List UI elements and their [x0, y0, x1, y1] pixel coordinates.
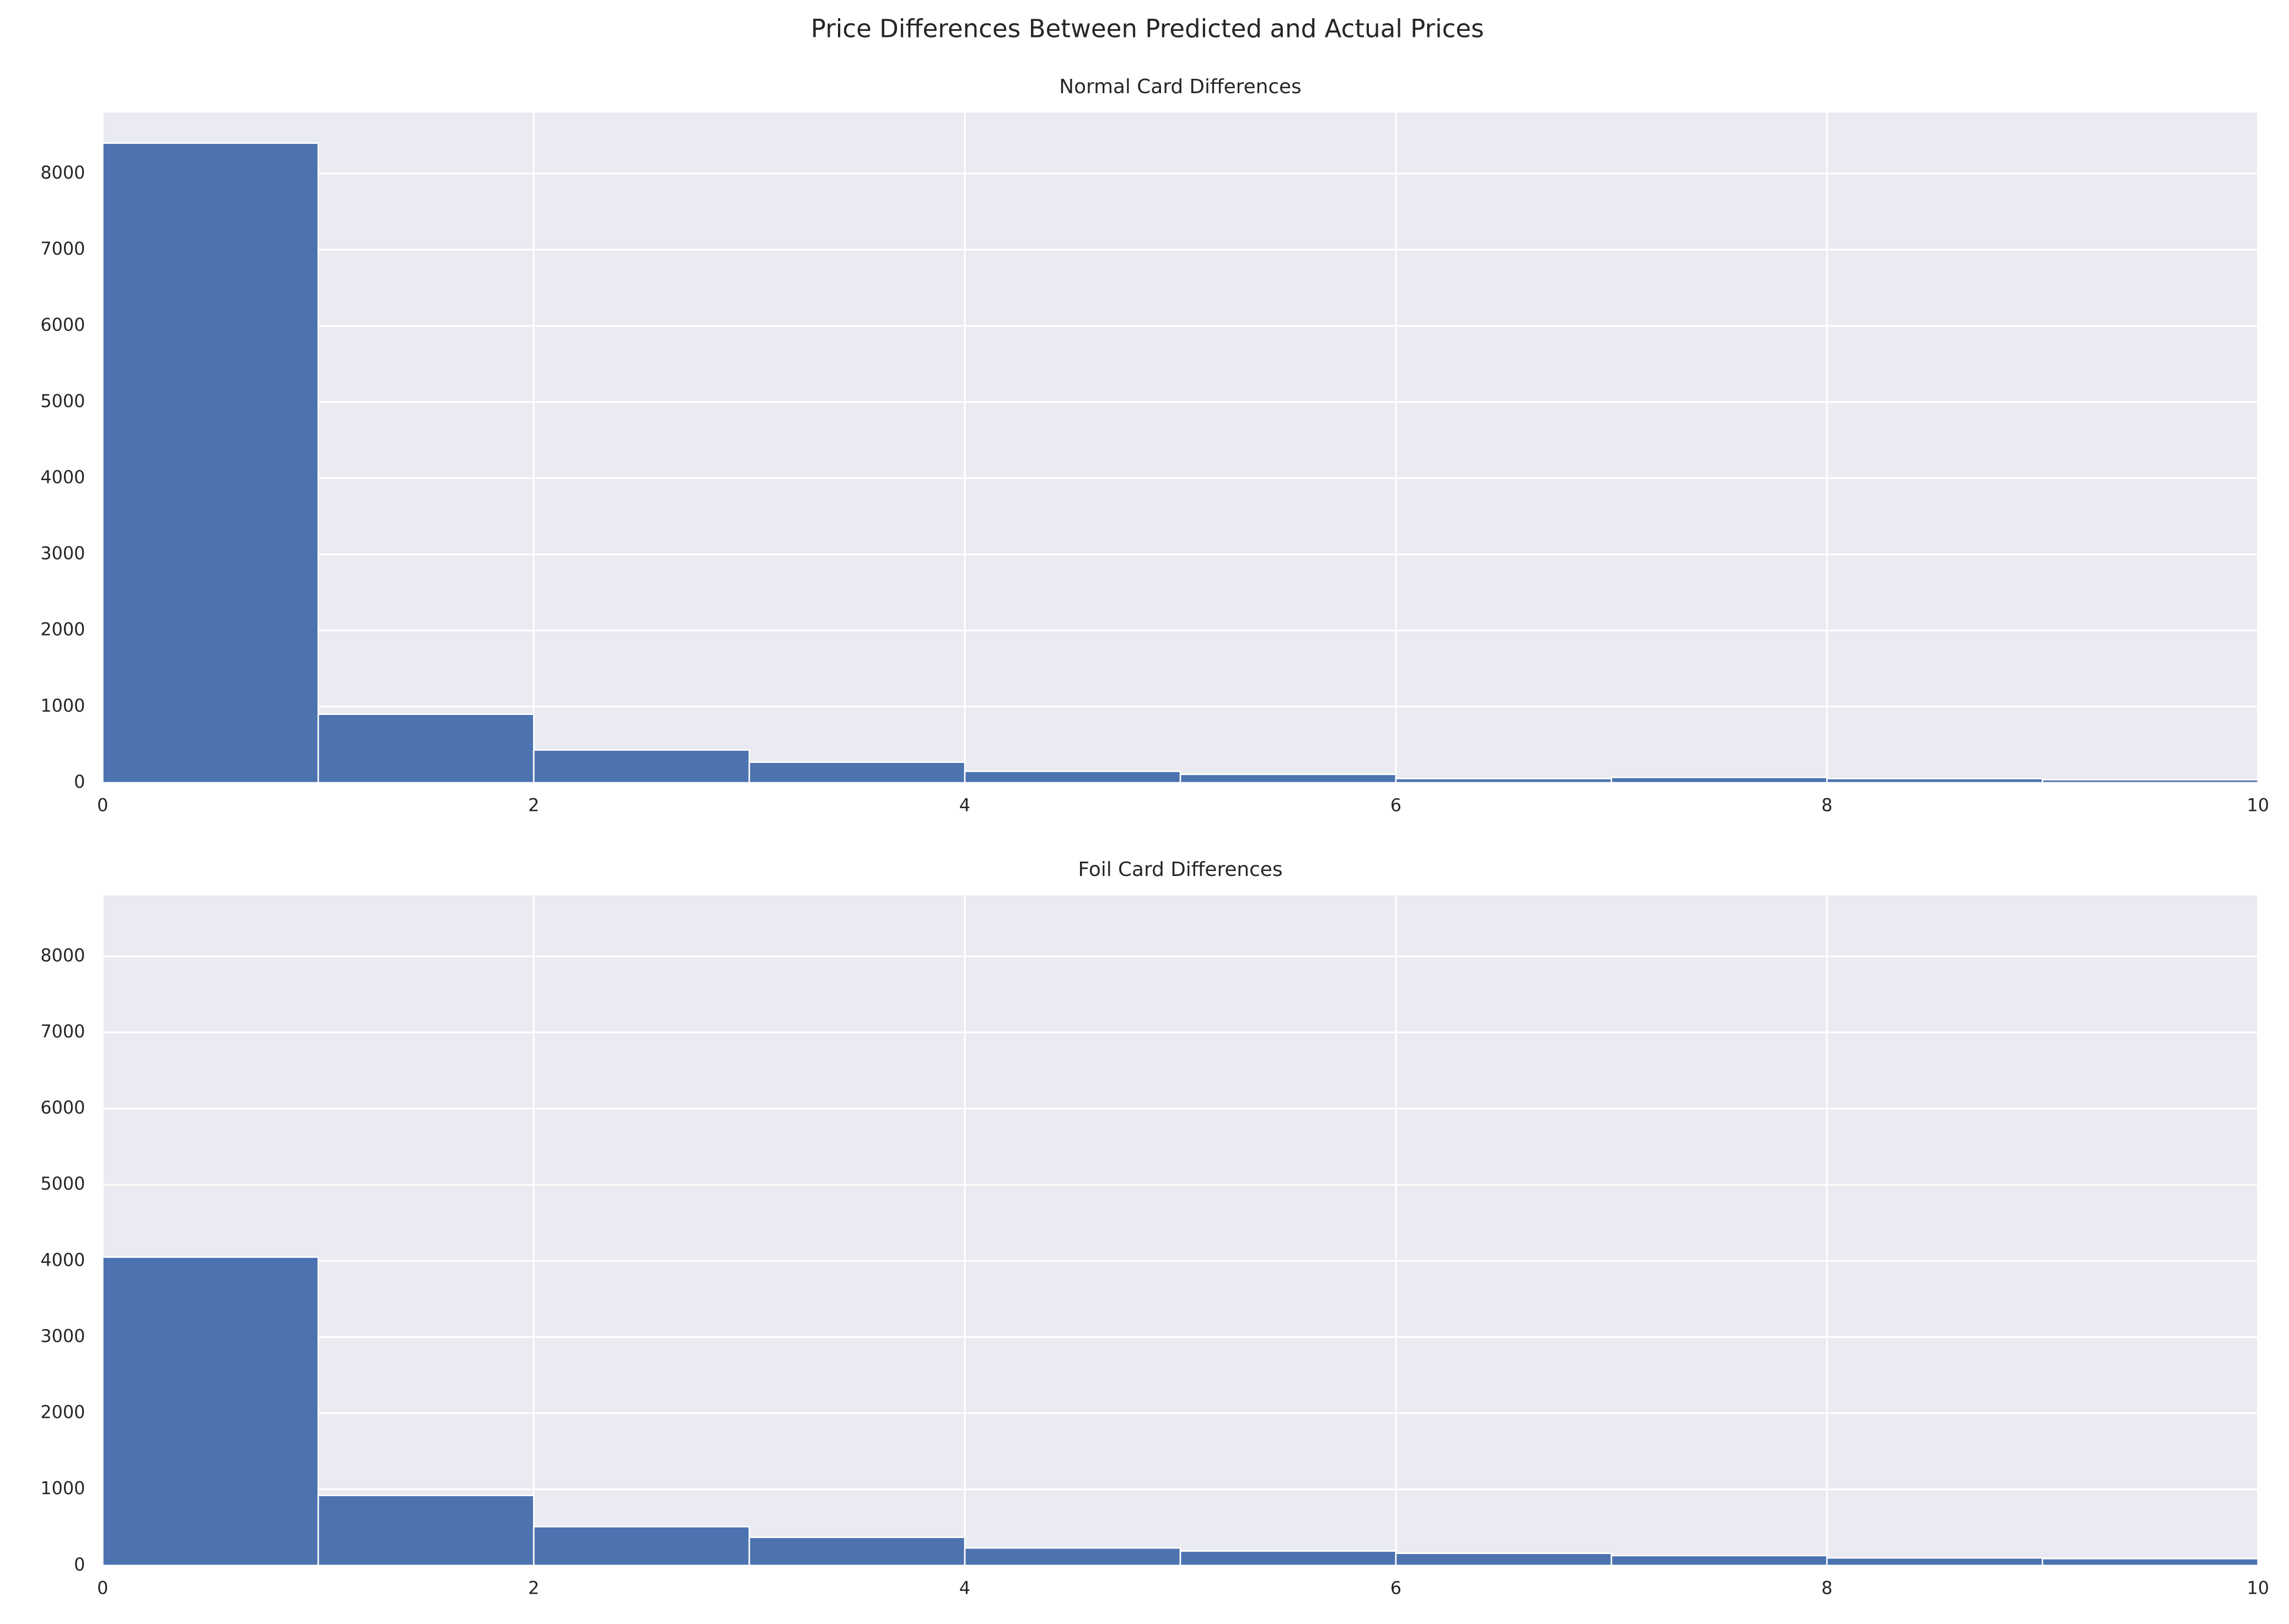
histogram-bar [964, 1547, 1181, 1567]
histogram-bar [1826, 777, 2044, 784]
x-tick-label: 6 [1390, 1577, 1401, 1598]
y-tick-label: 0 [74, 1554, 85, 1575]
x-tick-label: 8 [1821, 794, 1833, 815]
y-tick-label: 6000 [40, 314, 85, 335]
histogram-bar [748, 1536, 966, 1567]
histogram-bar [533, 1526, 750, 1567]
figure-title: Price Differences Between Predicted and … [811, 14, 1484, 44]
histogram-bar [317, 1494, 535, 1567]
x-tick-label: 4 [959, 1577, 970, 1598]
y-tick-label: 4000 [40, 466, 85, 487]
histogram-bar [748, 761, 966, 784]
y-tick-label: 3000 [40, 543, 85, 564]
y-tick-label: 5000 [40, 390, 85, 411]
histogram-bar [964, 770, 1181, 784]
y-tick-label: 7000 [40, 238, 85, 259]
y-tick-label: 1000 [40, 695, 85, 716]
histogram-bar [2041, 779, 2259, 784]
x-tick-label: 10 [2247, 1577, 2269, 1598]
histogram-bar [1395, 1552, 1613, 1567]
x-tick-label: 10 [2247, 794, 2269, 815]
x-tick-label: 4 [959, 794, 970, 815]
histogram-bar [317, 713, 535, 784]
y-tick-label: 3000 [40, 1325, 85, 1346]
x-tick-label: 0 [97, 794, 108, 815]
plot-area [103, 112, 2258, 783]
histogram-bar [2041, 1558, 2259, 1567]
histogram-bar [533, 749, 750, 784]
histogram-bar [1179, 773, 1397, 784]
y-tick-label: 5000 [40, 1173, 85, 1194]
y-tick-label: 4000 [40, 1249, 85, 1270]
subplot-title: Normal Card Differences [1059, 76, 1301, 98]
y-tick-label: 2000 [40, 1402, 85, 1423]
y-tick-label: 8000 [40, 162, 85, 183]
y-tick-label: 1000 [40, 1478, 85, 1499]
histogram-bar [1826, 1557, 2044, 1567]
y-tick-label: 8000 [40, 945, 85, 966]
histogram-bar [101, 142, 319, 784]
histogram-bar [1395, 777, 1613, 784]
histogram-bar [1179, 1550, 1397, 1567]
histogram-bar [101, 1256, 319, 1567]
x-tick-label: 0 [97, 1577, 108, 1598]
y-tick-label: 6000 [40, 1097, 85, 1118]
y-tick-label: 2000 [40, 619, 85, 640]
y-tick-label: 0 [74, 771, 85, 792]
y-tick-label: 7000 [40, 1021, 85, 1042]
x-tick-label: 2 [528, 794, 539, 815]
histogram-bar [1610, 1555, 1828, 1567]
x-tick-label: 6 [1390, 794, 1401, 815]
plot-area [103, 895, 2258, 1566]
x-tick-label: 2 [528, 1577, 539, 1598]
histogram-bar [1610, 776, 1828, 784]
subplot-title: Foil Card Differences [1078, 858, 1283, 881]
x-tick-label: 8 [1821, 1577, 1833, 1598]
